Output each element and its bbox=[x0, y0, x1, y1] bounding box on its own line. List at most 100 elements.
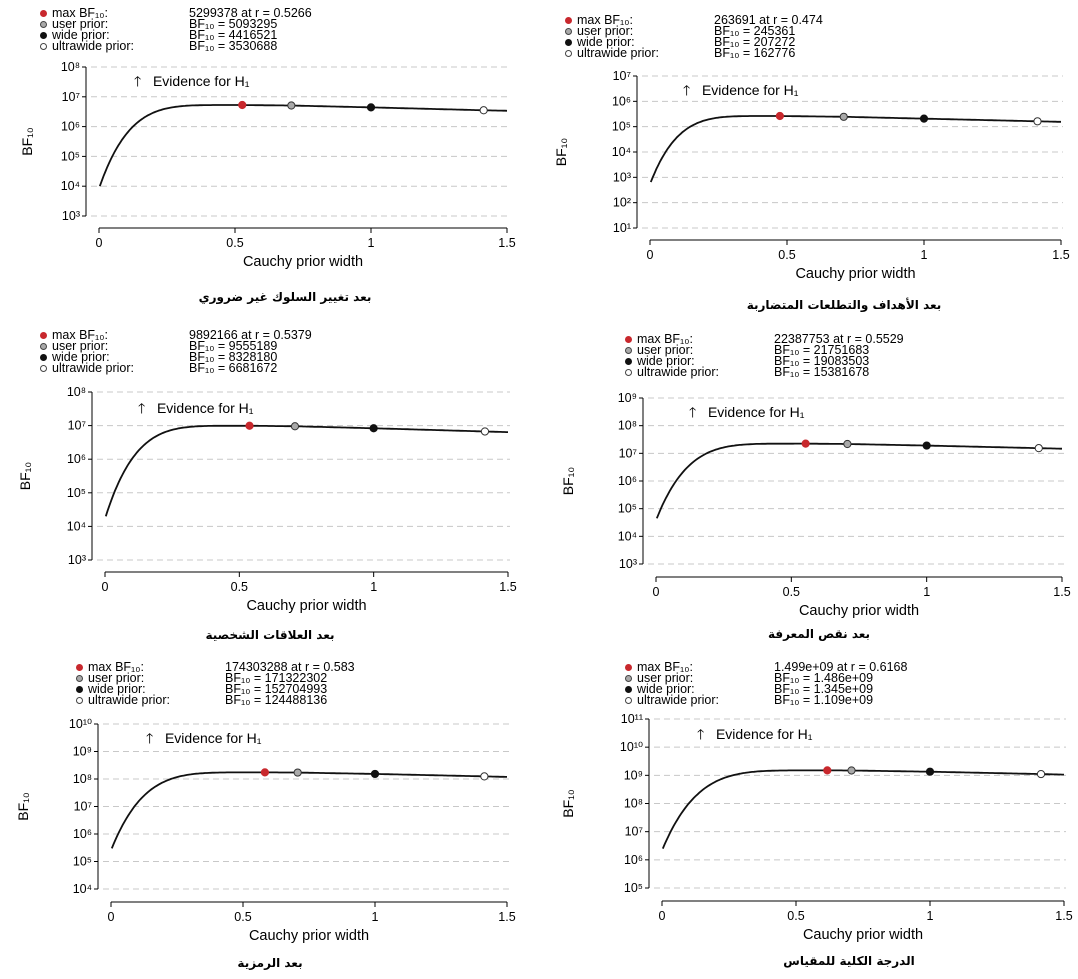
x-tick-label: 1.5 bbox=[1055, 909, 1072, 923]
max-marker-icon bbox=[625, 336, 632, 343]
ultrawide-prior-point bbox=[1033, 117, 1042, 126]
max-marker-icon bbox=[40, 10, 47, 17]
wide-prior-marker-icon bbox=[625, 686, 632, 693]
y-axis-label: BF₁₀ bbox=[15, 792, 31, 821]
x-tick-label: 1 bbox=[370, 580, 377, 594]
bf-robustness-plot: 10⁷ 10⁶ 10⁵ 10⁴ 10³ 10² 10¹ 0 0.5 1 1.5 Cauchy prio… bbox=[553, 69, 1070, 282]
y-tick-label: 10⁹ bbox=[624, 768, 643, 782]
y-tick-label: 10⁸ bbox=[67, 385, 86, 399]
legend-label: max BF₁₀: bbox=[52, 328, 108, 342]
x-tick-label: 1 bbox=[923, 585, 930, 599]
y-tick-label: 10³ bbox=[619, 557, 637, 571]
chart-panel-personal-relations: max BF₁₀: 9892166 at r = 0.5379 user prio… bbox=[0, 326, 539, 652]
legend-value: BF₁₀ = 9555189 bbox=[189, 339, 278, 353]
legend-label: wide prior: bbox=[88, 682, 146, 696]
wide-prior-marker-icon bbox=[76, 686, 83, 693]
evidence-annotation: 🡑 Evidence for H₁ bbox=[138, 400, 254, 416]
evidence-text: Evidence for H₁ bbox=[707, 404, 805, 420]
y-tick-label: 10⁵ bbox=[612, 120, 631, 134]
max-marker-icon bbox=[625, 664, 632, 671]
panel-caption: بعد العلاقات الشخصية bbox=[205, 628, 335, 642]
bf-curve-line bbox=[649, 115, 1061, 183]
x-tick-label: 1 bbox=[368, 236, 375, 250]
y-tick-label: 10⁷ bbox=[62, 90, 81, 104]
x-axis-label: Cauchy prior width bbox=[795, 266, 915, 282]
ultrawide-prior-marker-icon bbox=[625, 369, 632, 376]
bf-robustness-plot: 10⁸ 10⁷ 10⁶ 10⁵ 10⁴ 10³ 0 0.5 1 1.5 Cauchy prior w… bbox=[17, 385, 517, 614]
y-tick-label: 10¹¹ bbox=[621, 712, 643, 726]
y-tick-label: 10³ bbox=[68, 553, 86, 567]
y-tick-label: 10⁶ bbox=[61, 120, 80, 134]
x-tick-label: 1 bbox=[927, 909, 934, 923]
max-bf-point bbox=[238, 100, 247, 110]
legend-value: BF₁₀ = 207272 bbox=[714, 35, 796, 49]
wide-prior-point bbox=[922, 441, 931, 450]
legend-value: BF₁₀ = 1.486e+09 bbox=[774, 671, 874, 685]
legend-value: BF₁₀ = 4416521 bbox=[189, 28, 278, 42]
user-prior-marker-icon bbox=[625, 347, 632, 354]
wide-prior-point bbox=[366, 103, 376, 112]
y-tick-label: 10⁷ bbox=[619, 446, 638, 460]
evidence-annotation: 🡑 Evidence for H₁ bbox=[683, 82, 799, 98]
max-bf-point bbox=[245, 421, 254, 430]
y-tick-label: 10⁶ bbox=[67, 452, 86, 466]
x-tick-label: 1.5 bbox=[498, 910, 515, 924]
y-tick-label: 10⁷ bbox=[613, 69, 632, 83]
bf-curve-line bbox=[104, 424, 508, 517]
wide-prior-point bbox=[370, 769, 380, 779]
x-tick-label: 0.5 bbox=[787, 909, 804, 923]
y-tick-label: 10⁵ bbox=[618, 502, 637, 516]
legend-value: BF₁₀ = 21751683 bbox=[774, 343, 870, 357]
evidence-annotation: 🡑 Evidence for H₁ bbox=[697, 726, 813, 742]
legend-label: wide prior: bbox=[52, 28, 110, 42]
max-bf-point bbox=[823, 766, 832, 775]
user-prior-point bbox=[839, 112, 848, 121]
y-axis-label: BF₁₀ bbox=[17, 462, 33, 491]
bf-curve-line bbox=[661, 769, 1064, 849]
legend-value: BF₁₀ = 3530688 bbox=[189, 39, 278, 53]
legend-value: BF₁₀ = 5093295 bbox=[189, 17, 278, 31]
x-tick-label: 1 bbox=[372, 910, 379, 924]
x-tick-label: 0 bbox=[96, 236, 103, 250]
max-marker-icon bbox=[76, 664, 83, 671]
legend-label: ultrawide prior: bbox=[637, 365, 719, 379]
legend-label: ultrawide prior: bbox=[637, 693, 719, 707]
user-prior-marker-icon bbox=[40, 343, 47, 350]
legend-label: max BF₁₀: bbox=[577, 13, 633, 27]
bf-robustness-plot: 10¹⁰ 10⁹ 10⁸ 10⁷ 10⁶ 10⁵ 10⁴ 0 0.5 1 1.5 Cauchy pri… bbox=[15, 717, 516, 944]
panel-caption: بعد الرمزية bbox=[237, 956, 303, 970]
legend-value: BF₁₀ = 162776 bbox=[714, 46, 796, 60]
ultrawide-prior-marker-icon bbox=[76, 697, 83, 704]
evidence-text: Evidence for H₁ bbox=[156, 400, 254, 416]
legend-label: max BF₁₀: bbox=[637, 660, 693, 674]
legend-value: BF₁₀ = 124488136 bbox=[225, 693, 328, 707]
y-axis-label: BF₁₀ bbox=[560, 789, 576, 818]
bf-robustness-plot: 10⁸ 10⁷ 10⁶ 10⁵ 10⁴ 10³ 0 0.5 1 1.5 Cauchy prior w… bbox=[19, 60, 516, 270]
wide-prior-marker-icon bbox=[40, 354, 47, 361]
wide-prior-point bbox=[919, 114, 929, 123]
x-tick-label: 0 bbox=[647, 248, 654, 262]
x-axis-label: Cauchy prior width bbox=[246, 598, 366, 614]
y-tick-label: 10⁷ bbox=[74, 800, 93, 814]
panel-caption: بعد الأهداف والتطلعات المتضاربة bbox=[746, 298, 942, 312]
y-tick-label: 10⁴ bbox=[61, 179, 80, 193]
legend-value: BF₁₀ = 171322302 bbox=[225, 671, 328, 685]
user-prior-point bbox=[290, 422, 300, 431]
panel-caption: بعد تغيير السلوك غير ضروري bbox=[198, 290, 372, 304]
max-marker-icon bbox=[40, 332, 47, 339]
y-tick-label: 10⁵ bbox=[61, 149, 80, 163]
max-marker-icon bbox=[565, 17, 572, 24]
bf-robustness-plot: 10¹¹ 10¹⁰ 10⁹ 10⁸ 10⁷ 10⁶ 10⁵ 0 0.5 1 1.5 Cauchy pr… bbox=[560, 712, 1073, 943]
x-axis-label: Cauchy prior width bbox=[243, 254, 363, 270]
user-prior-point bbox=[287, 101, 296, 110]
y-tick-label: 10⁷ bbox=[625, 825, 644, 839]
legend-label: max BF₁₀: bbox=[52, 6, 108, 20]
legend-value: BF₁₀ = 6681672 bbox=[189, 361, 278, 375]
bf-curve-line bbox=[655, 442, 1062, 519]
x-tick-label: 0 bbox=[659, 909, 666, 923]
legend-value: 174303288 at r = 0.583 bbox=[225, 660, 355, 674]
ultrawide-prior-point bbox=[1034, 444, 1043, 453]
legend-label: max BF₁₀: bbox=[637, 332, 693, 346]
legend-label: wide prior: bbox=[577, 35, 635, 49]
legend-label: ultrawide prior: bbox=[577, 46, 659, 60]
